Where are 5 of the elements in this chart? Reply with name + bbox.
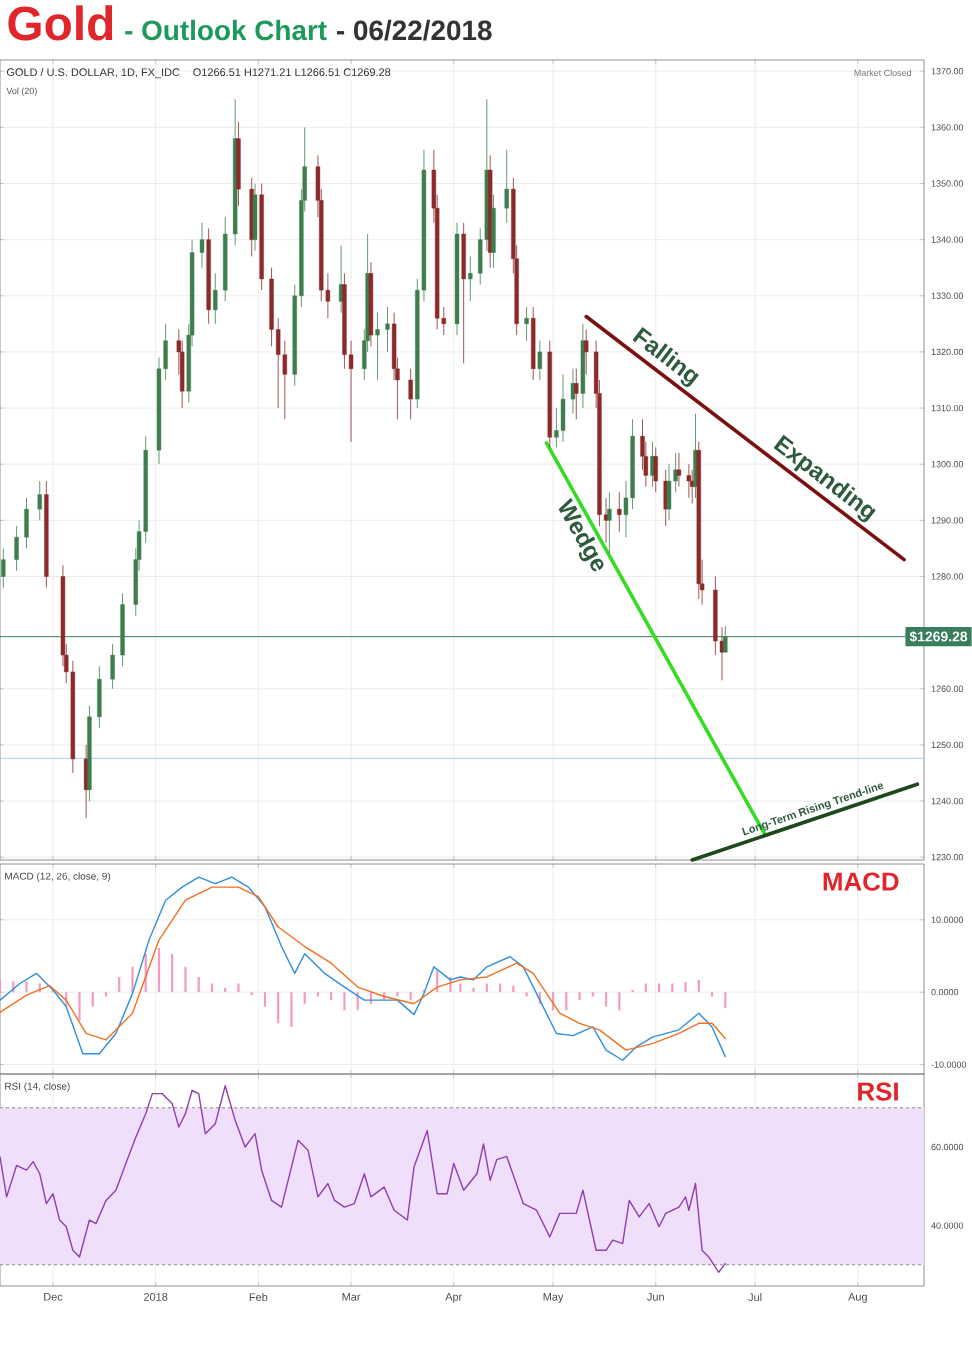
chart-title: MACD <box>823 872 899 891</box>
chart-title: RSI <box>858 1082 898 1101</box>
chart-title: Gold <box>8 5 113 41</box>
text: - 06/22/2018 <box>337 19 492 41</box>
chart-subtitle: - Outlook Chart <box>125 19 327 41</box>
